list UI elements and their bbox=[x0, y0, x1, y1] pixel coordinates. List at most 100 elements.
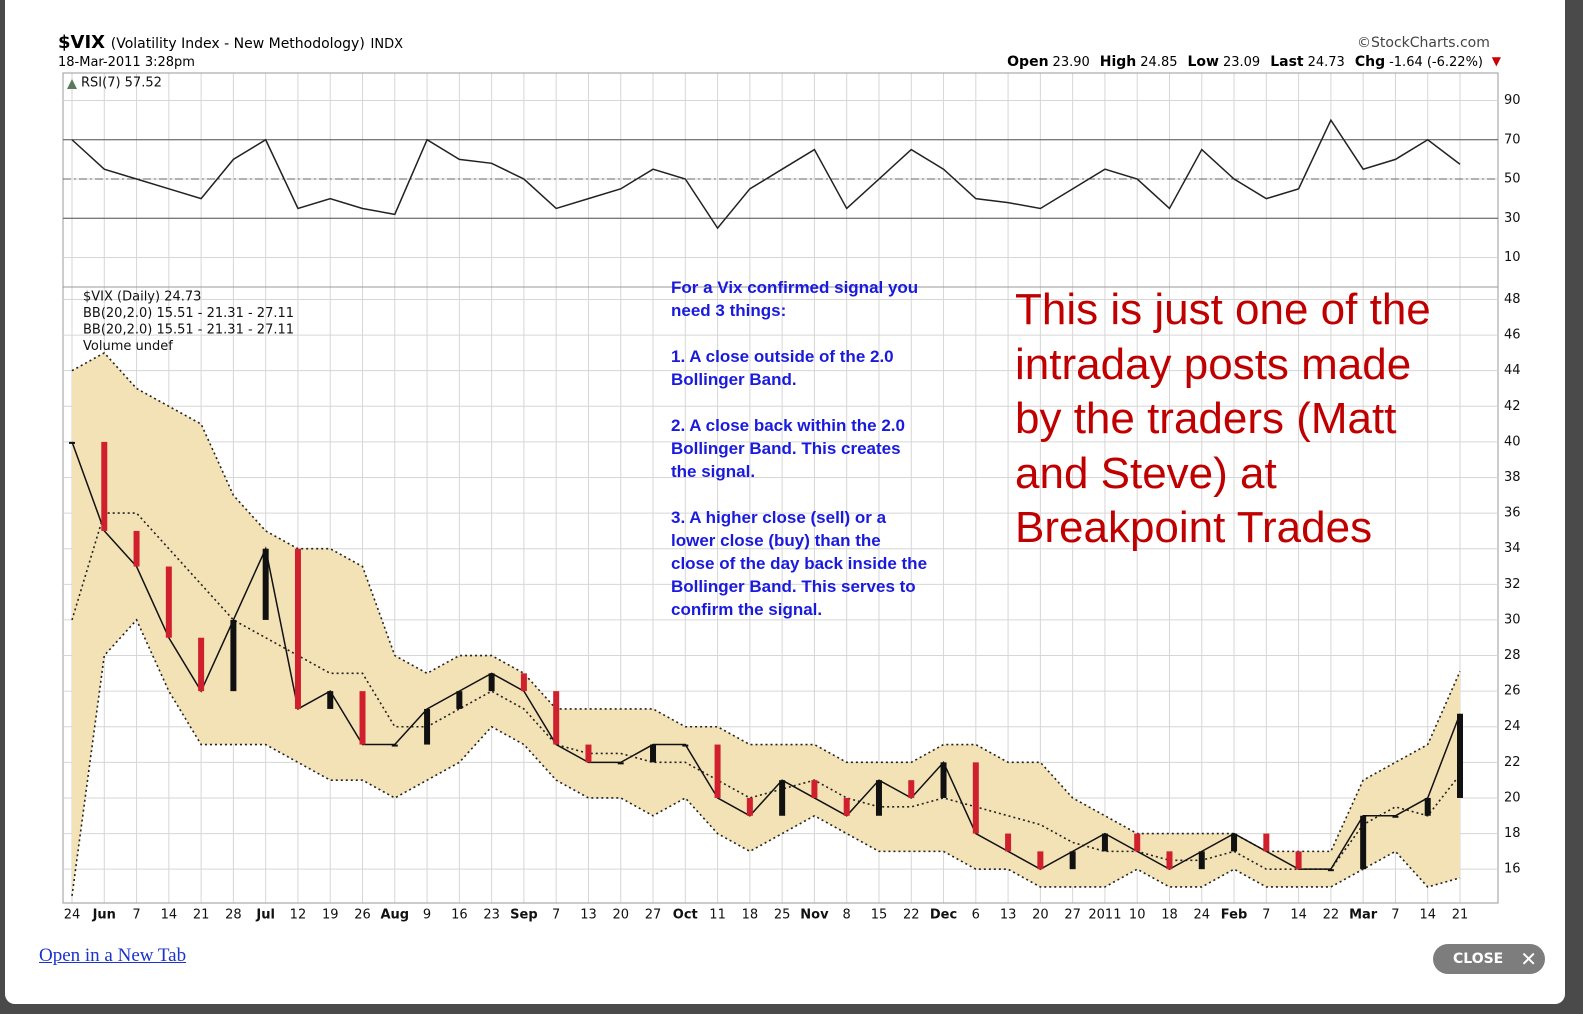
annotation: For a Vix confirmed signal you need 3 thi… bbox=[671, 276, 927, 644]
candle bbox=[779, 780, 786, 816]
x-tick-label: 14 bbox=[161, 908, 178, 923]
exchange: INDX bbox=[370, 37, 403, 52]
open-new-tab-link[interactable]: Open in a New Tab bbox=[39, 945, 187, 966]
x-tick-label: Mar bbox=[1349, 908, 1378, 923]
candle bbox=[230, 619, 237, 692]
annotation-line: Bollinger Band. This creates bbox=[671, 439, 901, 458]
candle bbox=[875, 780, 882, 816]
y-tick-label: 44 bbox=[1504, 363, 1521, 378]
y-tick-label: 32 bbox=[1504, 577, 1521, 592]
x-tick-label: 22 bbox=[1323, 908, 1340, 923]
close-icon: ✕ bbox=[1520, 947, 1537, 971]
callout-line: by the traders (Matt bbox=[1015, 394, 1397, 443]
y-tick-label: 40 bbox=[1504, 434, 1521, 449]
candle bbox=[520, 673, 527, 692]
y-tick-label: 48 bbox=[1504, 292, 1521, 307]
legend-entry: $VIX (Daily) 24.73 bbox=[83, 290, 201, 305]
annotation-line: Bollinger Band. This serves to bbox=[671, 577, 916, 596]
annotation-paragraph: 3. A higher close (sell) or a lower close… bbox=[671, 506, 927, 621]
x-tick-label: 18 bbox=[742, 908, 759, 923]
candle bbox=[133, 530, 140, 567]
x-tick-label: 26 bbox=[354, 908, 371, 923]
x-tick-label: 7 bbox=[552, 908, 560, 923]
annotation-line: 3. A higher close (sell) or a bbox=[671, 508, 887, 527]
y-tick-label: 34 bbox=[1504, 541, 1521, 556]
annotation-paragraph: For a Vix confirmed signal you need 3 thi… bbox=[671, 276, 927, 322]
callout-line: This is just one of the bbox=[1015, 285, 1431, 334]
candle bbox=[1457, 713, 1463, 798]
x-tick-label: 28 bbox=[225, 908, 242, 923]
annotation-line: confirm the signal. bbox=[671, 600, 823, 619]
quote-value: 23.90 bbox=[1052, 55, 1090, 70]
candle bbox=[1392, 815, 1399, 818]
y-tick-label: 42 bbox=[1504, 399, 1521, 414]
candle bbox=[1327, 869, 1334, 872]
lightbox: $VIX (Volatility Index - New Methodology… bbox=[5, 0, 1565, 1004]
x-tick-label: Aug bbox=[380, 908, 409, 923]
y-tick-label: 28 bbox=[1504, 648, 1521, 663]
x-tick-label: 20 bbox=[1032, 908, 1049, 923]
candle bbox=[359, 691, 366, 745]
symbol: $VIX bbox=[58, 32, 106, 53]
panel-frame bbox=[62, 286, 1499, 904]
callout: This is just one of the intraday posts ma… bbox=[1015, 283, 1431, 556]
candle bbox=[617, 762, 624, 765]
x-tick-label: 20 bbox=[612, 908, 629, 923]
candle bbox=[294, 548, 301, 709]
y-tick-label: 16 bbox=[1504, 862, 1521, 877]
candle bbox=[198, 637, 205, 692]
candle bbox=[1134, 833, 1141, 852]
x-tick-label: 18 bbox=[1161, 908, 1178, 923]
x-tick-label: 13 bbox=[580, 908, 597, 923]
candle bbox=[746, 797, 753, 816]
x-tick-label: 9 bbox=[423, 908, 431, 923]
x-tick-label: 2011 bbox=[1088, 908, 1121, 923]
x-tick-label: 19 bbox=[322, 908, 339, 923]
candle bbox=[1263, 833, 1270, 852]
candle bbox=[585, 744, 592, 763]
candle bbox=[1037, 851, 1044, 870]
candle bbox=[972, 762, 979, 834]
y-tick-label: 22 bbox=[1504, 755, 1521, 770]
panel-frame bbox=[62, 72, 1499, 288]
annotation-line: lower close (buy) than the bbox=[671, 531, 881, 550]
annotation-line: For a Vix confirmed signal you bbox=[671, 278, 919, 297]
candle bbox=[682, 744, 689, 747]
y-tick-label: 30 bbox=[1504, 612, 1521, 627]
close-button[interactable]: CLOSE ✕ bbox=[1433, 944, 1545, 974]
quote-label: Low bbox=[1187, 54, 1219, 70]
bollinger-band bbox=[72, 352, 1460, 896]
quote-value: 24.85 bbox=[1140, 55, 1178, 70]
candle bbox=[165, 566, 172, 638]
annotation-line: 2. A close back within the 2.0 bbox=[671, 416, 905, 435]
candle bbox=[908, 780, 915, 798]
rsi-line bbox=[71, 118, 1461, 230]
x-tick-label: 27 bbox=[645, 908, 662, 923]
x-tick-label: 22 bbox=[903, 908, 920, 923]
annotation-line: the signal. bbox=[671, 462, 756, 481]
candle bbox=[101, 441, 108, 531]
annotation-line: Bollinger Band. bbox=[671, 370, 797, 389]
callout-line: intraday posts made bbox=[1015, 339, 1412, 389]
y-tick-label: 70 bbox=[1504, 132, 1521, 147]
rsi-icon bbox=[67, 79, 77, 89]
x-tick-label: 6 bbox=[972, 908, 980, 923]
x-tick-label: 23 bbox=[483, 908, 500, 923]
annotation-paragraph: 1. A close outside of the 2.0 Bollinger B… bbox=[671, 345, 927, 391]
candle bbox=[811, 780, 818, 798]
candle bbox=[456, 691, 463, 709]
x-tick-label: 25 bbox=[774, 908, 791, 923]
x-tick-label: 21 bbox=[193, 908, 210, 923]
candle bbox=[391, 744, 398, 747]
candle bbox=[843, 797, 850, 816]
quote-value: 23.09 bbox=[1222, 55, 1261, 70]
x-tick-label: 14 bbox=[1290, 908, 1307, 923]
x-tick-label: 24 bbox=[64, 908, 81, 923]
rsi-label: RSI(7) 57.52 bbox=[81, 76, 162, 91]
bollinger-line bbox=[71, 512, 1461, 870]
bollinger-line bbox=[71, 618, 1461, 896]
y-tick-label: 24 bbox=[1504, 719, 1521, 734]
callout-line: and Steve) at bbox=[1015, 448, 1277, 498]
x-tick-label: 21 bbox=[1452, 908, 1469, 923]
x-tick-label: Oct bbox=[673, 908, 698, 923]
